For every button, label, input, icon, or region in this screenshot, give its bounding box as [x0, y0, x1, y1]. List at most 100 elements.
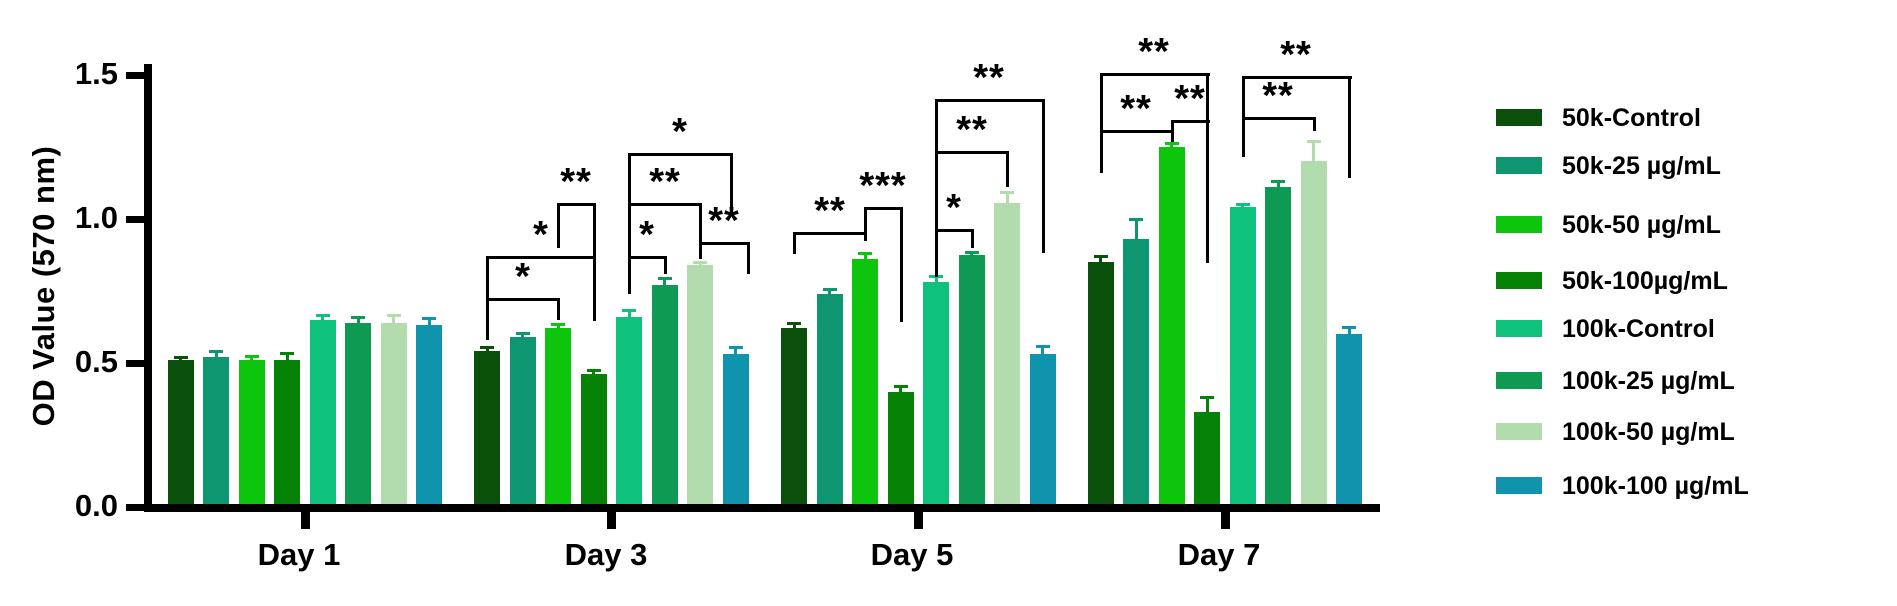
error-bar — [1135, 219, 1138, 242]
error-bar — [321, 315, 324, 322]
y-axis-title: OD Value (570 nm) — [26, 145, 61, 427]
bar-day-3-100k-50-g-ml — [687, 265, 713, 504]
error-bar-cap — [1342, 326, 1356, 329]
legend-swatch-50k-25-g-ml — [1496, 157, 1542, 174]
bar-day-3-100k-control — [616, 317, 642, 504]
error-bar-cap — [316, 314, 330, 317]
significance-bracket-end — [747, 242, 750, 274]
significance-label: ** — [560, 161, 592, 203]
legend-label-100k-control: 100k-Control — [1562, 315, 1715, 343]
legend-swatch-50k-control — [1496, 109, 1542, 126]
significance-bracket — [935, 229, 974, 232]
error-bar — [1170, 143, 1173, 150]
bar-day-7-100k-control — [1230, 207, 1256, 504]
bar-day-5-50k-50-g-ml — [852, 259, 878, 504]
significance-label: ** — [956, 109, 988, 151]
error-bar-cap — [209, 350, 223, 353]
error-bar — [699, 262, 702, 268]
legend-label-100k-25-g-ml: 100k-25 µg/mL — [1562, 367, 1735, 395]
error-bar-cap — [587, 369, 601, 372]
y-tick-label: 0.5 — [74, 344, 118, 379]
significance-bracket-end — [793, 232, 796, 254]
legend-swatch-100k-control — [1496, 320, 1542, 337]
bar-day-3-100k-100-g-ml — [723, 354, 749, 504]
x-tick-label-day-1: Day 1 — [257, 537, 341, 572]
bar-day-5-50k-control — [781, 328, 807, 504]
error-bar — [486, 347, 489, 354]
error-bar — [628, 310, 631, 320]
significance-bracket — [486, 256, 596, 259]
error-bar-cap — [1165, 142, 1179, 145]
bar-day-5-100k-25-g-ml — [959, 255, 985, 504]
bar-day-1-100k-control — [310, 320, 336, 504]
error-bar — [1277, 181, 1280, 190]
significance-label: ** — [1120, 88, 1152, 130]
significance-bracket-end — [486, 256, 489, 340]
bar-day-3-50k-25-g-ml — [510, 337, 536, 504]
significance-bracket — [1100, 130, 1174, 133]
significance-bracket — [935, 151, 1009, 154]
bar-day-5-100k-control — [923, 282, 949, 504]
significance-bracket — [628, 153, 733, 156]
error-bar — [250, 356, 253, 363]
error-bar — [286, 353, 289, 363]
x-tick — [914, 512, 923, 529]
y-tick-label: 1.0 — [74, 200, 118, 235]
bar-day-7-50k-control — [1088, 262, 1114, 504]
error-bar — [1206, 397, 1209, 414]
error-bar-cap — [1271, 180, 1285, 183]
significance-bracket-end — [664, 256, 667, 274]
x-tick-label-day-7: Day 7 — [1177, 537, 1261, 572]
bar-day-7-50k-100-g-ml — [1194, 412, 1220, 504]
significance-label: ** — [1174, 78, 1206, 120]
significance-label: * — [515, 256, 531, 298]
error-bar-cap — [480, 346, 494, 349]
error-bar — [1241, 204, 1244, 210]
significance-label: * — [533, 214, 549, 256]
bar-day-5-50k-100-g-ml — [888, 392, 914, 504]
error-bar — [1099, 256, 1102, 265]
bar-day-1-100k-100-g-ml — [416, 325, 442, 504]
significance-bracket-end — [971, 229, 974, 248]
error-bar — [899, 386, 902, 395]
bar-day-1-50k-25-g-ml — [203, 357, 229, 504]
y-tick — [126, 72, 144, 79]
error-bar — [592, 370, 595, 377]
significance-label: ** — [708, 200, 740, 242]
error-bar-cap — [551, 323, 565, 326]
error-bar — [864, 253, 867, 262]
bar-day-7-100k-100-g-ml — [1336, 334, 1362, 504]
bar-day-7-50k-25-g-ml — [1123, 239, 1149, 504]
significance-bracket-end — [699, 203, 702, 259]
significance-bracket-end — [699, 242, 702, 259]
x-tick — [1221, 512, 1230, 529]
significance-bracket-end — [730, 153, 733, 207]
significance-label: ** — [1262, 75, 1294, 117]
legend-swatch-50k-100-g-ml — [1496, 272, 1542, 289]
error-bar-cap — [894, 385, 908, 388]
legend-label-50k-100-g-ml: 50k-100µg/mL — [1562, 267, 1728, 295]
error-bar-cap — [622, 309, 636, 312]
significance-bracket — [793, 232, 867, 235]
error-bar-cap — [1000, 191, 1014, 194]
y-tick — [126, 216, 144, 223]
bar-day-5-50k-25-g-ml — [817, 294, 843, 504]
error-bar — [521, 333, 524, 340]
error-bar — [734, 347, 737, 357]
significance-bracket — [1171, 120, 1210, 123]
error-bar-cap — [280, 352, 294, 355]
legend-label-50k-50-g-ml: 50k-50 µg/mL — [1562, 211, 1721, 239]
error-bar — [215, 351, 218, 360]
error-bar-cap — [174, 356, 188, 359]
bar-day-3-50k-50-g-ml — [545, 328, 571, 504]
bar-day-1-50k-control — [168, 360, 194, 504]
significance-bracket-end — [557, 298, 560, 320]
significance-bracket — [486, 298, 560, 301]
error-bar — [179, 357, 182, 363]
y-tick-label: 1.5 — [74, 56, 118, 91]
significance-bracket-end — [1348, 76, 1351, 178]
error-bar — [428, 318, 431, 328]
x-tick-label-day-5: Day 5 — [870, 537, 954, 572]
significance-label: ** — [1138, 31, 1170, 73]
